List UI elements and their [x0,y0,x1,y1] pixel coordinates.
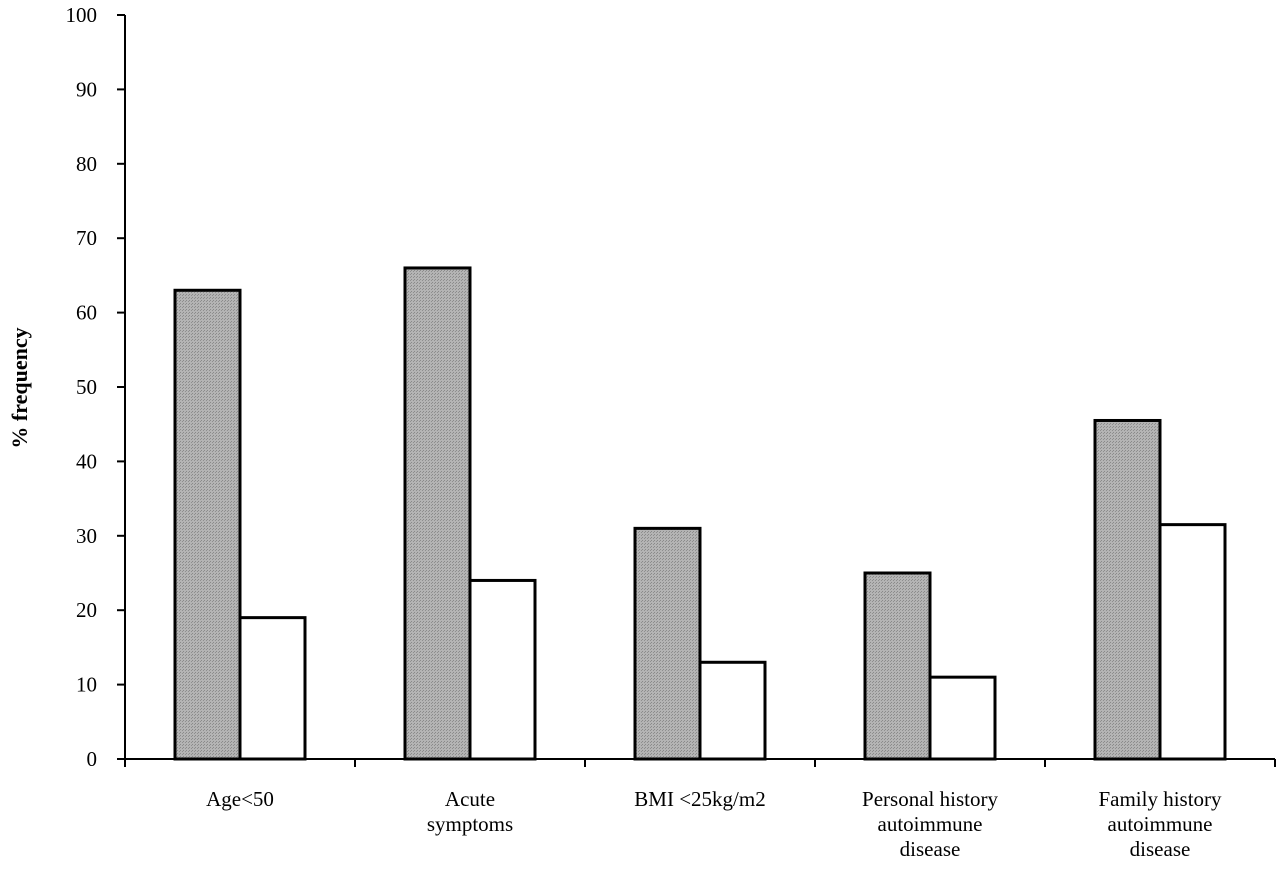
bar-shaded [1093,418,1162,761]
y-tick-label: 40 [76,449,97,473]
x-category-label: Personal history autoimmune disease [862,787,998,861]
bar-white [698,660,767,761]
x-category-label-line: autoimmune [1108,812,1213,836]
x-category-label: Family history autoimmune disease [1098,787,1222,861]
bar-white [1158,523,1227,761]
y-axis-ticks: 0 10 20 30 40 50 60 70 80 90 100 [66,3,1276,771]
y-tick-label: 80 [76,152,97,176]
y-tick-label: 20 [76,598,97,622]
y-tick-label: 60 [76,301,97,325]
y-axis-title: % frequency [7,327,32,448]
x-category-label: BMI <25kg/m2 [634,787,765,811]
x-category-label: Acute symptoms [427,787,513,836]
x-category-label-line: disease [900,837,961,861]
bars [173,266,1227,761]
bar-shaded [403,266,472,761]
y-tick-label: 100 [66,3,98,27]
y-tick-label: 30 [76,524,97,548]
x-axis-categories: Age<50 Acute symptoms BMI <25kg/m2 Personal … [206,787,1222,861]
x-category-label-line: Family history [1098,787,1222,811]
x-category-label-line: Age<50 [206,787,274,811]
y-tick-label: 0 [87,747,98,771]
bar-white [468,578,537,761]
y-tick-label: 90 [76,77,97,101]
bar-white [238,616,307,761]
bar-shaded [863,571,932,761]
y-tick-label: 70 [76,226,97,250]
x-category-label-line: autoimmune [878,812,983,836]
x-category-label-line: disease [1130,837,1191,861]
x-category-label-line: Personal history [862,787,998,811]
y-tick-label: 50 [76,375,97,399]
x-category-label-line: Acute [445,787,495,811]
x-category-label: Age<50 [206,787,274,811]
bar-white [928,675,997,761]
bar-shaded [633,526,702,761]
x-category-label-line: BMI <25kg/m2 [634,787,765,811]
x-category-label-line: symptoms [427,812,513,836]
bar-shaded [173,288,242,761]
y-tick-label: 10 [76,673,97,697]
